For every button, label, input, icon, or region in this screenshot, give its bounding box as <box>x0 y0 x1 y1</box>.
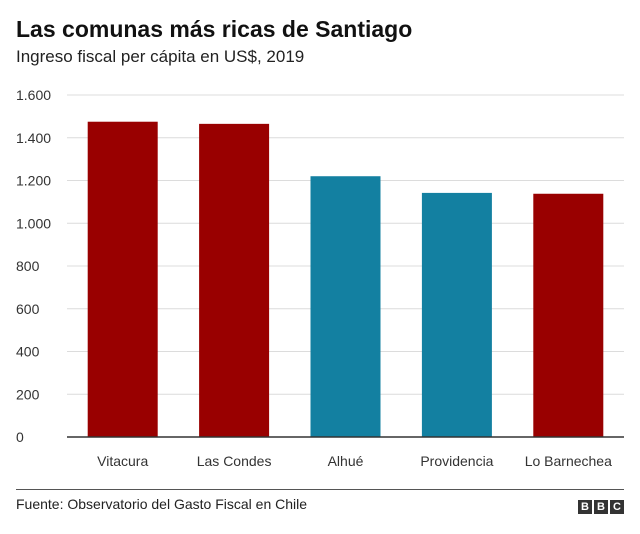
bar-las-condes <box>199 123 270 437</box>
bbc-logo: B B C <box>578 500 624 514</box>
bbc-logo-letter-3: C <box>610 500 624 514</box>
y-tick-label: 400 <box>16 344 40 360</box>
y-tick-label: 600 <box>16 301 40 317</box>
y-tick-label: 1.200 <box>16 173 51 189</box>
y-tick-label: 1.000 <box>16 215 51 231</box>
bar-providencia <box>421 192 492 437</box>
bar-vitacura <box>87 121 158 437</box>
y-tick-label: 0 <box>16 429 24 445</box>
chart-title: Las comunas más ricas de Santiago <box>16 16 413 42</box>
x-category-label: Vitacura <box>97 453 148 469</box>
bar-alhu- <box>310 176 381 437</box>
y-tick-label: 1.600 <box>16 87 51 103</box>
chart-subtitle: Ingreso fiscal per cápita en US$, 2019 <box>16 47 305 66</box>
bbc-logo-letter-1: B <box>578 500 592 514</box>
x-category-label: Alhué <box>328 453 364 469</box>
y-tick-label: 200 <box>16 386 40 402</box>
source-note: Fuente: Observatorio del Gasto Fiscal en… <box>16 496 308 512</box>
x-category-label: Las Condes <box>197 453 272 469</box>
bar-lo-barnechea <box>533 193 604 437</box>
bbc-logo-letter-2: B <box>594 500 608 514</box>
x-category-label: Lo Barnechea <box>525 453 612 469</box>
y-tick-label: 800 <box>16 258 40 274</box>
y-tick-label: 1.400 <box>16 130 51 146</box>
footer-divider <box>16 489 624 490</box>
x-category-label: Providencia <box>420 453 493 469</box>
